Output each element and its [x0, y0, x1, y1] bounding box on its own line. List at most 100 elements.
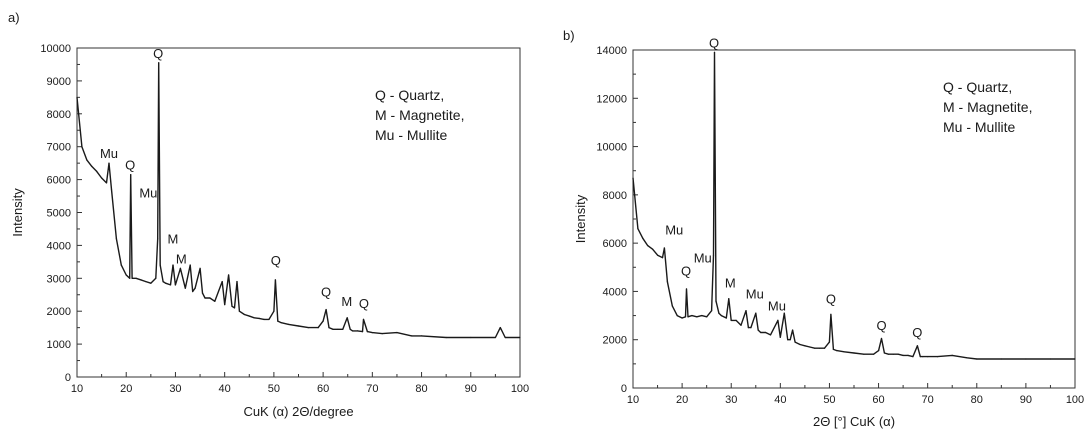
xrd-data-point [76, 96, 78, 98]
x-tick-label: 50 [268, 383, 280, 395]
xrd-data-point [687, 316, 689, 318]
x-tick-label: 40 [219, 383, 231, 395]
x-tick-label: 90 [1020, 394, 1032, 406]
xrd-data-point [1025, 358, 1027, 360]
y-axis-title: Intensity [573, 194, 588, 243]
legend-entry: M - Magnetite, [943, 99, 1032, 115]
xrd-data-point [922, 356, 924, 358]
xrd-data-point [892, 353, 894, 355]
xrd-data-point [671, 305, 673, 307]
y-tick-label: 0 [621, 383, 627, 395]
x-tick-label: 40 [774, 394, 786, 406]
xrd-data-point [277, 320, 279, 322]
xrd-data-point [120, 264, 122, 266]
xrd-data-point [657, 254, 659, 256]
xrd-data-point [362, 318, 365, 320]
y-tick-label: 7000 [47, 142, 71, 154]
xrd-data-point [1000, 358, 1002, 360]
xrd-data-point [863, 353, 865, 355]
peak-label: Q [709, 35, 719, 50]
xrd-data-point [907, 354, 909, 356]
y-tick-label: 6000 [603, 238, 627, 250]
xrd-data-point [101, 177, 103, 179]
x-tick-label: 70 [366, 383, 378, 395]
xrd-data-point [165, 282, 167, 284]
xrd-data-point [1049, 358, 1051, 360]
xrd-data-point [105, 182, 108, 184]
peak-label: Q [125, 158, 135, 173]
xrd-data-point [130, 174, 132, 176]
xrd-data-point [779, 336, 781, 338]
xrd-data-point [115, 238, 117, 240]
xrd-data-point [445, 336, 447, 339]
xrd-data-point [145, 281, 147, 283]
xrd-data-point [715, 300, 717, 302]
y-tick-label: 4000 [47, 240, 71, 252]
peak-label: Mu [665, 223, 683, 238]
x-tick-label: 10 [71, 383, 83, 395]
xrd-data-point [745, 310, 747, 312]
plot-frame [76, 47, 521, 378]
xrd-data-point [189, 264, 191, 266]
xrd-data-point [169, 284, 172, 286]
peak-label: Q [359, 296, 369, 311]
xrd-data-point [642, 237, 644, 239]
xrd-data-point [233, 307, 236, 309]
xrd-data-point [357, 330, 359, 332]
peak-label: Q [876, 318, 886, 333]
xrd-data-point [750, 327, 752, 329]
xrd-data-point [765, 331, 767, 334]
y-axis-title: Intensity [10, 188, 25, 237]
legend-entry: Mu - Mullite [943, 119, 1016, 135]
peak-label: Q [271, 253, 281, 268]
y-tick-label: 8000 [603, 190, 627, 202]
xrd-data-point [421, 335, 423, 337]
xrd-data-point [632, 177, 634, 179]
xrd-data-point [966, 357, 968, 359]
xrd-data-point [317, 327, 319, 329]
xrd-data-point [322, 320, 324, 322]
xrd-data-point [381, 333, 383, 335]
peak-label: Q [912, 325, 922, 340]
xrd-data-point [214, 300, 216, 302]
peak-label: Q [681, 264, 691, 279]
xrd-data-point [108, 162, 110, 164]
xrd-data-point [519, 336, 521, 339]
xrd-data-point [155, 277, 157, 279]
peak-label: Q [153, 46, 163, 61]
y-tick-label: 8000 [47, 109, 71, 121]
xrd-data-point [366, 331, 368, 333]
xrd-data-point [110, 188, 113, 191]
x-tick-label: 90 [465, 383, 477, 395]
y-tick-label: 10000 [596, 142, 627, 154]
xrd-data-point [684, 316, 687, 318]
xrd-data-point [268, 318, 270, 320]
xrd-data-point [902, 354, 904, 356]
xrd-data-point [747, 327, 750, 329]
xrd-data-point [685, 288, 688, 290]
xrd-data-point [927, 356, 929, 358]
legend-entry: Q - Quartz, [943, 79, 1012, 95]
xrd-data-point [157, 238, 159, 240]
xrd-data-point [172, 264, 174, 266]
peak-label: M [168, 232, 179, 247]
xrd-data-point [809, 346, 811, 348]
x-tick-label: 50 [823, 394, 835, 406]
peak-label: M [176, 251, 187, 266]
xrd-data-point [706, 316, 708, 318]
xrd-data-point [696, 316, 698, 318]
xrd-data-point [201, 292, 204, 294]
x-axis-title: 2Θ [°] CuK (α) [813, 414, 895, 429]
y-tick-label: 10000 [40, 43, 71, 55]
xrd-data-point [769, 334, 772, 336]
legend-entry: Mu - Mullite [375, 127, 448, 143]
x-tick-label: 10 [627, 394, 639, 406]
xrd-data-point [792, 329, 794, 331]
xrd-data-point [720, 315, 723, 317]
xrd-data-point [819, 347, 821, 349]
legend-entry: M - Magnetite, [375, 107, 464, 123]
xrd-data-point [194, 287, 196, 289]
xrd-data-point [504, 336, 506, 339]
panel-label: a) [8, 10, 20, 25]
xrd-data-point [349, 328, 351, 330]
